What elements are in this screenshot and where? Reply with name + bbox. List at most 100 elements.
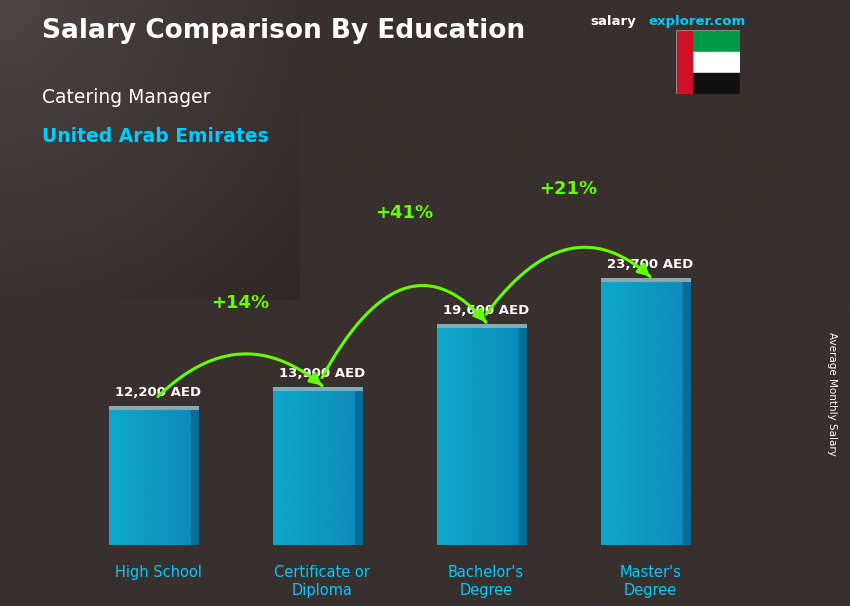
Bar	[282, 391, 284, 545]
Bar	[460, 327, 462, 545]
Bar	[490, 327, 491, 545]
Bar	[601, 278, 691, 282]
Bar	[477, 327, 478, 545]
Bar	[184, 410, 185, 545]
Bar	[441, 327, 442, 545]
Bar	[330, 391, 332, 545]
Bar	[661, 282, 662, 545]
Bar	[354, 391, 363, 545]
Bar	[142, 410, 143, 545]
Bar	[669, 282, 671, 545]
Bar	[300, 391, 302, 545]
Bar	[345, 391, 347, 545]
Bar	[306, 391, 307, 545]
Bar	[449, 327, 450, 545]
Bar	[655, 282, 657, 545]
Bar	[453, 327, 455, 545]
Bar	[333, 391, 334, 545]
Bar	[109, 410, 110, 545]
Text: High School: High School	[115, 565, 201, 580]
Bar	[638, 282, 639, 545]
Bar	[293, 391, 295, 545]
Bar	[158, 410, 159, 545]
Bar	[489, 327, 490, 545]
Bar	[134, 410, 136, 545]
Bar	[132, 410, 133, 545]
Bar	[464, 327, 466, 545]
Bar	[139, 410, 140, 545]
Bar	[452, 327, 453, 545]
Bar	[442, 327, 444, 545]
Bar	[111, 410, 113, 545]
Bar	[608, 282, 609, 545]
Bar	[445, 327, 446, 545]
Bar	[348, 391, 349, 545]
Bar	[679, 282, 680, 545]
Bar	[286, 391, 288, 545]
Bar	[648, 282, 649, 545]
Text: Certificate or
Diploma: Certificate or Diploma	[274, 565, 370, 598]
Bar	[304, 391, 306, 545]
Bar	[484, 327, 486, 545]
Bar	[181, 410, 183, 545]
Bar	[176, 410, 177, 545]
Bar	[125, 410, 127, 545]
Text: Average Monthly Salary: Average Monthly Salary	[827, 332, 837, 456]
Bar	[666, 282, 668, 545]
Bar	[682, 282, 683, 545]
Bar	[285, 391, 286, 545]
Bar	[332, 391, 333, 545]
Bar	[314, 391, 315, 545]
Bar	[149, 410, 150, 545]
Bar	[167, 410, 169, 545]
Bar	[676, 30, 692, 94]
Bar	[280, 391, 281, 545]
Bar	[325, 391, 326, 545]
Bar	[289, 391, 291, 545]
Bar	[475, 327, 477, 545]
Bar	[183, 410, 184, 545]
Bar	[172, 410, 173, 545]
Bar	[156, 410, 158, 545]
Bar	[180, 410, 181, 545]
Bar	[508, 327, 509, 545]
Bar	[437, 324, 527, 327]
Bar	[646, 282, 648, 545]
Bar	[128, 410, 129, 545]
Text: +14%: +14%	[211, 294, 269, 312]
Bar	[437, 327, 439, 545]
Bar	[351, 391, 352, 545]
Bar	[185, 410, 187, 545]
Bar	[133, 410, 134, 545]
Bar	[512, 327, 513, 545]
Bar	[486, 327, 487, 545]
Bar	[502, 327, 504, 545]
Bar	[455, 327, 456, 545]
Bar	[604, 282, 605, 545]
Bar	[662, 282, 664, 545]
Bar	[471, 327, 473, 545]
Bar	[322, 391, 323, 545]
Bar	[635, 282, 637, 545]
Bar	[140, 410, 142, 545]
Bar	[649, 282, 650, 545]
Bar	[616, 282, 617, 545]
Bar	[511, 327, 512, 545]
Bar	[500, 327, 501, 545]
Bar	[634, 282, 635, 545]
Bar	[165, 410, 166, 545]
Bar	[631, 282, 632, 545]
Text: 12,200 AED: 12,200 AED	[115, 386, 201, 399]
Bar	[145, 410, 147, 545]
Bar	[677, 282, 679, 545]
Bar	[326, 391, 327, 545]
Bar	[336, 391, 337, 545]
Bar	[473, 327, 475, 545]
Bar	[657, 282, 659, 545]
Bar	[615, 282, 616, 545]
Bar	[617, 282, 619, 545]
Bar	[680, 282, 682, 545]
Bar	[619, 282, 620, 545]
Bar	[515, 327, 516, 545]
Bar	[313, 391, 314, 545]
